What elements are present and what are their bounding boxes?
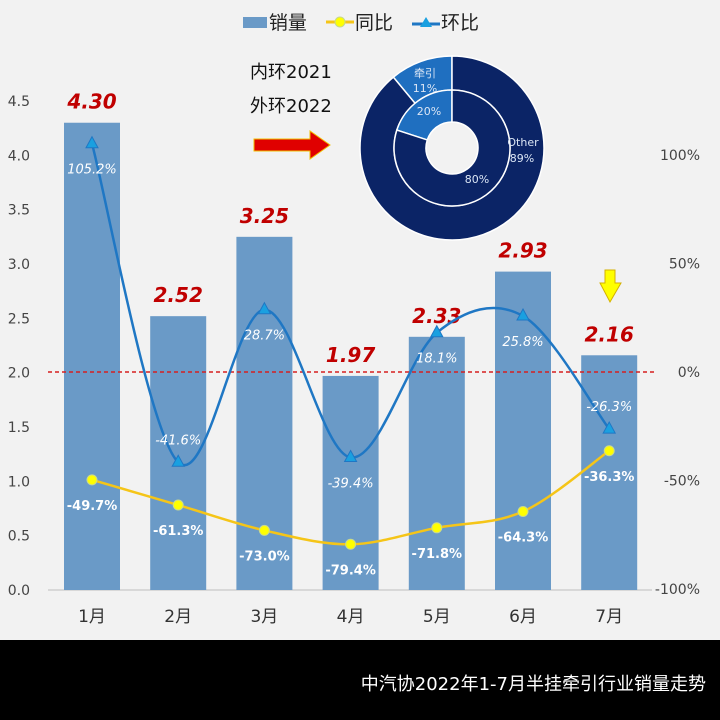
mom-data-label: -39.4%	[328, 476, 374, 491]
yoy-point	[345, 538, 357, 550]
mom-data-label: 25.8%	[502, 335, 543, 350]
yoy-data-label: -49.7%	[67, 499, 118, 514]
legend-item-mom[interactable]: 环比	[411, 8, 479, 35]
x-axis-tick: 3月	[250, 607, 278, 627]
bar-5月	[408, 336, 465, 590]
donut-outer-caption: 外环2022	[250, 96, 332, 117]
x-axis-tick: 5月	[423, 607, 451, 627]
footer-caption: 中汽协2022年1-7月半挂牵引行业销量走势	[360, 674, 706, 695]
legend-label: 环比	[441, 12, 480, 34]
circle-marker-icon	[325, 16, 354, 27]
left-axis-tick: 1.0	[8, 474, 30, 490]
mom-point	[429, 324, 444, 338]
chart: 0.0 0.5 1.0 1.5 2.0 2.5 3.0 3.5 4.0 4.5 -100% -50% 0…	[8, 55, 700, 627]
bar-7月	[581, 355, 638, 590]
bar-data-label: 3.25	[240, 204, 289, 228]
mom-point	[602, 421, 617, 434]
mom-data-label: -41.6%	[155, 433, 201, 448]
x-axis-tick: 4月	[337, 607, 365, 627]
bar-4月	[322, 375, 379, 590]
right-axis-tick: -100%	[655, 582, 700, 598]
mom-line	[90, 143, 611, 467]
legend-label: 销量	[268, 12, 307, 34]
right-axis-tick: 0%	[678, 365, 700, 381]
yoy-point	[86, 474, 98, 486]
bar-1月	[64, 122, 120, 590]
bar-6月	[495, 271, 551, 590]
right-axis-tick: -50%	[664, 474, 700, 490]
bar-3月	[236, 236, 293, 591]
donut-label: 20%	[417, 105, 441, 118]
left-axis-tick: 2.0	[8, 366, 30, 382]
donut-label: 11%	[413, 82, 437, 95]
bar-data-label: 2.52	[154, 283, 203, 307]
bar-data-label: 2.16	[585, 322, 634, 346]
legend: 销量 同比 环比	[0, 8, 720, 35]
donut-label: 89%	[510, 152, 534, 165]
mom-data-label: 105.2%	[67, 163, 117, 178]
x-axis-tick: 1月	[78, 607, 106, 627]
left-axis-tick: 1.5	[8, 420, 30, 436]
mom-point	[257, 301, 272, 315]
yoy-point	[603, 445, 615, 457]
yoy-data-label: -71.8%	[412, 547, 463, 562]
bar-data-label: 4.30	[66, 90, 116, 114]
yoy-data-label: -61.3%	[153, 524, 204, 539]
donut-label: 80%	[465, 173, 489, 186]
mom-point	[516, 307, 530, 321]
x-axis-tick: 6月	[509, 607, 537, 627]
donut-inner-caption: 内环2021	[250, 62, 332, 83]
yoy-point	[431, 522, 443, 534]
yoy-point	[172, 499, 184, 511]
bar-data-label: 2.93	[498, 239, 547, 263]
left-axis-tick: 2.5	[8, 311, 30, 327]
yoy-data-label: -36.3%	[584, 470, 635, 485]
left-axis-tick: 0.5	[8, 529, 30, 545]
mom-point	[85, 135, 99, 149]
mom-data-label: 28.7%	[244, 329, 285, 344]
donut-inner-segment-other	[393, 89, 511, 207]
yoy-data-label: -64.3%	[498, 531, 549, 546]
yoy-data-label: -73.0%	[239, 549, 290, 564]
x-axis-tick: 2月	[164, 607, 192, 627]
right-axis-tick: 50%	[669, 257, 700, 273]
yoy-data-label: -79.4%	[325, 563, 376, 578]
down-arrow-icon	[599, 269, 622, 304]
mom-data-label: -26.3%	[586, 400, 632, 415]
red-arrow-icon	[253, 130, 331, 160]
left-axis-tick: 3.5	[8, 203, 30, 219]
yoy-point	[517, 506, 529, 518]
yoy-point	[258, 524, 270, 536]
x-axis-tick: 7月	[595, 607, 623, 627]
footer: 中汽协2022年1-7月半挂牵引行业销量走势	[0, 640, 720, 720]
left-axis-tick: 4.5	[8, 94, 30, 110]
left-axis-tick: 0.0	[8, 583, 30, 599]
left-axis-tick: 3.0	[8, 257, 30, 273]
legend-label: 同比	[354, 12, 393, 34]
left-axis-tick: 4.0	[8, 148, 30, 164]
bar-data-label: 2.33	[412, 304, 461, 328]
mom-point	[171, 454, 186, 467]
bar-data-label: 1.97	[326, 343, 375, 367]
triangle-marker-icon	[412, 16, 441, 27]
legend-item-yoy[interactable]: 同比	[325, 8, 393, 35]
legend-item-sales[interactable]: 销量	[241, 8, 307, 35]
mom-data-label: 18.1%	[416, 352, 457, 367]
donut-label: 牵引	[414, 66, 436, 80]
right-axis-tick: 100%	[660, 148, 700, 164]
mom-point	[343, 449, 358, 462]
bar-swatch-icon	[242, 16, 267, 28]
donut-label: Other	[507, 136, 539, 149]
